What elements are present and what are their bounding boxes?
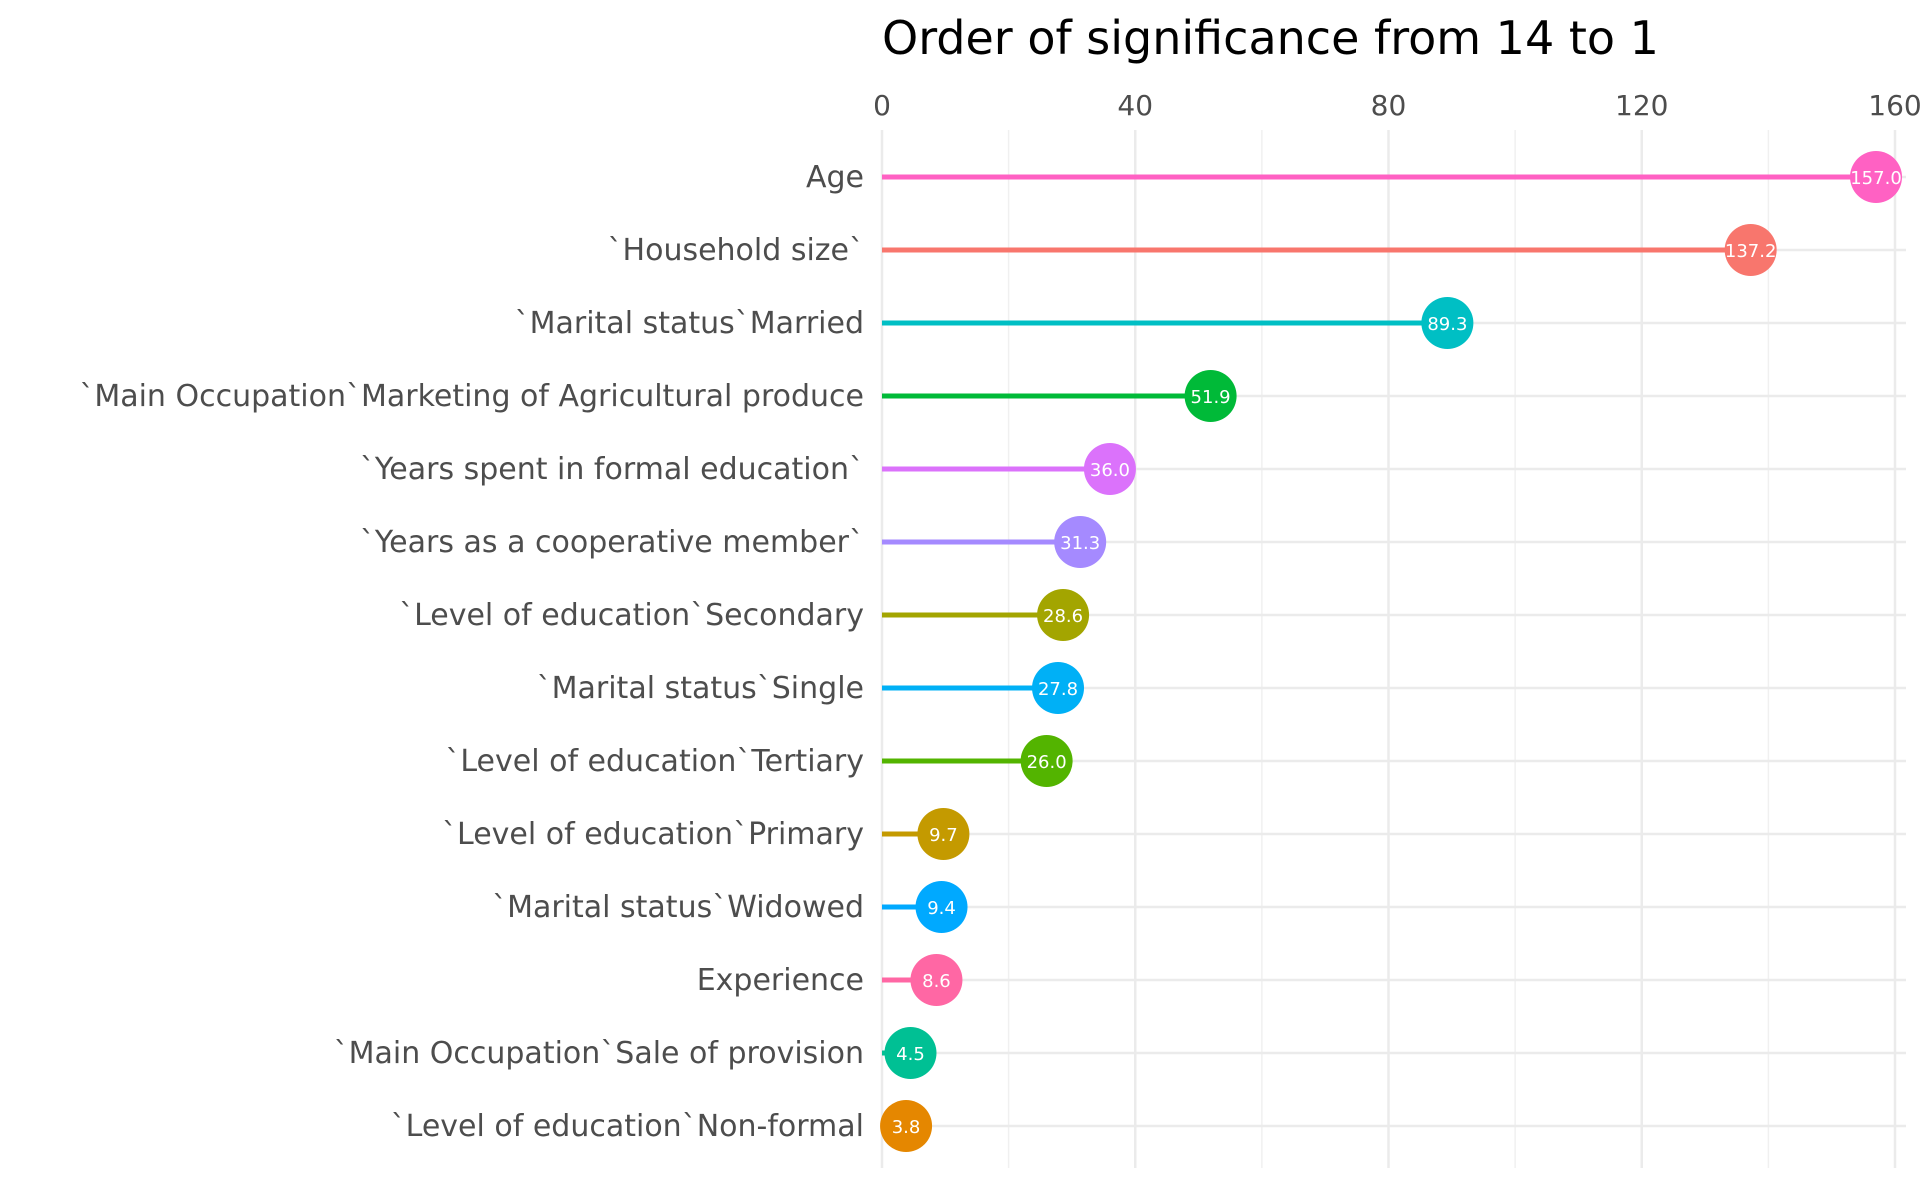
data-label: 26.0	[1027, 752, 1067, 773]
category-label: Experience	[697, 963, 864, 998]
category-label: `Level of education`Non-formal	[391, 1109, 864, 1144]
data-label: 36.0	[1090, 460, 1130, 481]
category-label: `Years spent in formal education`	[360, 452, 864, 487]
grid-layer	[880, 130, 1906, 1168]
chart-title: Order of significance from 14 to 1	[882, 11, 1659, 65]
category-label: `Marital status`Widowed	[492, 890, 864, 925]
lollipop-point	[1421, 297, 1474, 349]
lollipop-stems	[882, 174, 1877, 1129]
category-label: `Years as a cooperative member`	[360, 525, 864, 560]
category-label: `Level of education`Primary	[442, 817, 864, 852]
lollipop-point	[1850, 151, 1903, 203]
category-label: `Marital status`Married	[515, 306, 864, 341]
lollipop-point	[915, 881, 968, 933]
data-label: 51.9	[1191, 387, 1231, 408]
data-label: 9.7	[929, 825, 958, 846]
data-label: 157.0	[1850, 168, 1902, 189]
lollipop-point	[1184, 370, 1237, 422]
lollipop-point	[910, 954, 963, 1006]
lollipop-point	[1083, 443, 1136, 495]
category-label: `Level of education`Tertiary	[445, 744, 864, 779]
data-label: 4.5	[896, 1044, 925, 1065]
lollipop-point	[1020, 735, 1073, 787]
category-label: `Household size`	[608, 233, 864, 268]
data-label: 137.2	[1725, 241, 1777, 262]
lollipop-point	[917, 808, 970, 860]
data-label: 3.8	[892, 1117, 921, 1138]
data-label: 89.3	[1427, 314, 1467, 335]
data-label: 9.4	[927, 898, 956, 919]
x-tick-label: 160	[1868, 89, 1921, 122]
x-tick-label: 40	[1117, 89, 1153, 122]
lollipop-point	[1054, 516, 1107, 568]
data-label: 8.6	[922, 971, 951, 992]
lollipop-points: 157.0 137.2 89.3 51.9 36.0 31.3 28.6 27.8 26.0 9.…	[880, 151, 1903, 1152]
category-label: `Marital status`Single	[537, 671, 864, 706]
category-label: `Main Occupation`Marketing of Agricultur…	[79, 379, 864, 414]
category-label: `Level of education`Secondary	[399, 598, 864, 633]
category-label: Age	[806, 160, 864, 195]
data-label: 28.6	[1043, 606, 1083, 627]
x-tick-label: 80	[1371, 89, 1407, 122]
data-label: 27.8	[1038, 679, 1078, 700]
x-axis-ticks: 0 40 80 120 160	[873, 89, 1922, 122]
category-labels: Age `Household size` `Marital status`Marri…	[79, 160, 864, 1144]
data-label: 31.3	[1060, 533, 1100, 554]
lollipop-point	[884, 1027, 937, 1079]
category-label: `Main Occupation`Sale of provision	[334, 1036, 864, 1071]
x-tick-label: 120	[1615, 89, 1668, 122]
lollipop-point	[1032, 662, 1085, 714]
lollipop-point	[1724, 224, 1777, 276]
lollipop-point	[1037, 589, 1090, 641]
lollipop-point	[880, 1100, 933, 1152]
x-tick-label: 0	[873, 89, 891, 122]
